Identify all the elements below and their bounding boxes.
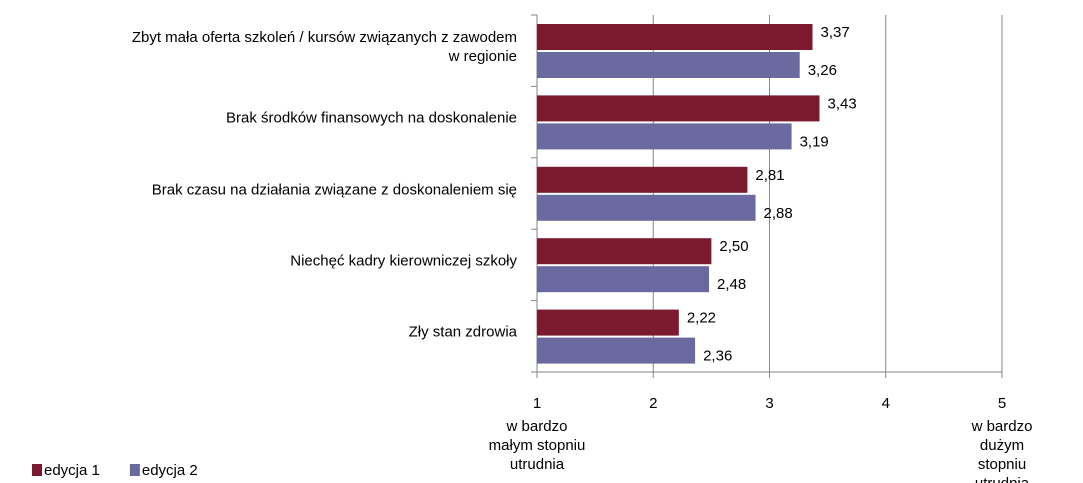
value-label: 2,48 — [717, 276, 746, 293]
bar — [537, 123, 792, 150]
value-label: 2,36 — [703, 348, 732, 365]
bar — [537, 238, 712, 265]
bar — [537, 95, 820, 122]
x-tick-label: 2 — [649, 395, 657, 412]
bar — [537, 166, 748, 193]
category-label: Brak środków finansowych na doskonalenie — [226, 109, 517, 127]
category-label: Niechęć kadry kierowniczej szkoły — [290, 252, 517, 270]
x-tick-label: 5 — [998, 395, 1006, 412]
value-label: 2,50 — [719, 238, 748, 255]
bar — [537, 337, 696, 364]
x-tick-label: 4 — [882, 395, 890, 412]
bar — [537, 194, 756, 221]
category-label: Zły stan zdrowia — [408, 323, 517, 341]
annotation: w bardzo dużym stopniu utrudnia — [971, 418, 1033, 483]
value-label: 2,81 — [755, 167, 784, 184]
bar — [537, 52, 800, 78]
value-label: 3,37 — [821, 24, 850, 41]
annotation: w bardzo małym stopniu utrudnia — [488, 418, 586, 473]
x-tick-label: 3 — [765, 395, 773, 412]
value-label: 3,26 — [808, 62, 837, 79]
value-label: 3,43 — [827, 95, 856, 112]
bar — [537, 24, 813, 50]
category-label: Zbyt mała oferta szkoleń / kursów związa… — [131, 28, 517, 65]
value-label: 2,88 — [764, 205, 793, 222]
legend-label: edycja 1 — [44, 462, 100, 479]
bar — [537, 266, 710, 293]
legend-label: edycja 2 — [142, 462, 198, 479]
category-label: Brak czasu na działania związane z dosko… — [151, 181, 517, 198]
bar — [537, 309, 679, 336]
legend-swatch — [32, 464, 42, 476]
legend-swatch — [129, 464, 140, 476]
value-label: 2,22 — [687, 310, 716, 327]
x-tick-label: 1 — [533, 395, 541, 412]
value-label: 3,19 — [800, 133, 829, 150]
